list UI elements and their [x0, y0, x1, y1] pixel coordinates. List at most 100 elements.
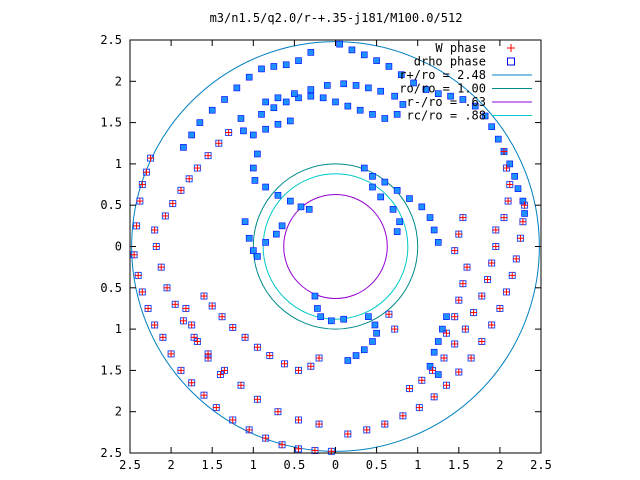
drho-point [422, 86, 430, 93]
w-point [451, 340, 459, 348]
drho-point [360, 346, 368, 354]
w-point [399, 412, 407, 420]
w-point [295, 416, 303, 424]
drho-point [278, 222, 286, 230]
drho-point [399, 101, 407, 108]
circle-2 [283, 193, 388, 300]
legend-item: ro/ro = 1.00 [399, 82, 532, 96]
w-point [455, 368, 463, 376]
drho-point [381, 178, 389, 186]
drho-point [328, 317, 335, 325]
w-point [451, 247, 459, 255]
drho-point [311, 292, 319, 300]
drho-point [481, 112, 489, 120]
drho-point [317, 313, 325, 321]
w-point [142, 168, 150, 176]
drho-point [447, 92, 454, 100]
drho-point [340, 315, 348, 323]
drho-point [240, 127, 247, 135]
w-point [496, 304, 504, 312]
drho-point [319, 94, 327, 102]
w-point [455, 296, 463, 304]
drho-point [233, 84, 241, 92]
w-point [216, 371, 224, 379]
drho-point [314, 305, 321, 312]
w-point [508, 271, 516, 279]
drho-point [439, 325, 446, 333]
x-tick-label: 1.5 [448, 458, 470, 472]
drho-point [381, 115, 389, 122]
drho-point [307, 49, 315, 56]
w-point [171, 300, 179, 308]
w-point [188, 379, 196, 387]
w-point [169, 200, 177, 208]
drho-point [254, 150, 261, 158]
w-point [363, 426, 371, 434]
drho-point [365, 84, 372, 92]
w-point [519, 218, 527, 226]
drho-point [369, 111, 376, 118]
drho-point [459, 96, 467, 103]
w-point [237, 381, 245, 389]
w-point [193, 337, 201, 345]
legend-item: drho phase [414, 55, 515, 69]
drho-point [282, 61, 290, 69]
drho-point [270, 63, 278, 70]
w-point [381, 420, 389, 428]
drho-point [250, 131, 257, 139]
drho-point [254, 253, 261, 260]
drho-point [305, 206, 313, 213]
drho-point [371, 321, 379, 329]
legend-label: r-/ro = .63 [407, 95, 486, 109]
drho-point [250, 247, 257, 254]
legend-item: W phase [435, 41, 515, 55]
w-point [488, 321, 496, 329]
circle-3 [262, 173, 409, 320]
w-point [455, 230, 463, 238]
w-point [492, 243, 500, 250]
drho-point [360, 164, 368, 172]
drho-point [377, 193, 385, 201]
w-point [204, 354, 212, 362]
w-point [266, 352, 274, 360]
drho-point [262, 239, 269, 246]
drho-point [430, 226, 438, 234]
drho-point [393, 187, 401, 194]
drho-point [434, 239, 442, 246]
drho-point [365, 313, 372, 321]
x-tick-label: 2.5 [530, 458, 552, 472]
w-point [229, 416, 237, 424]
drho-point [471, 102, 479, 110]
drho-point [397, 71, 405, 78]
drho-point [262, 125, 269, 133]
w-point [152, 243, 160, 250]
w-point [327, 447, 335, 455]
w-point [157, 263, 165, 271]
w-point [208, 302, 216, 310]
w-point [470, 309, 478, 317]
w-point [130, 251, 138, 259]
y-tick-label: 0.5 [100, 198, 122, 212]
drho-point [360, 51, 368, 59]
drho-point [514, 185, 522, 192]
drho-point [262, 98, 269, 106]
w-point [405, 385, 413, 393]
drho-point [250, 164, 257, 172]
w-point [182, 304, 190, 312]
x-tick-label: 1 [414, 458, 421, 472]
w-point [241, 333, 249, 341]
drho-point [237, 115, 245, 122]
w-point [502, 288, 510, 296]
w-point [177, 186, 185, 194]
drho-point [430, 348, 438, 356]
drho-point [245, 73, 253, 81]
drho-point [297, 203, 305, 211]
drho-point [348, 46, 356, 54]
w-point [253, 343, 261, 351]
w-point [204, 152, 212, 160]
w-point [430, 393, 438, 401]
drho-point [389, 206, 397, 213]
axes: 2.5 2 1.5 1 0.5 0 0.5 1 1.5 2 2.52.521.510.500.511… [100, 33, 552, 472]
plot-area [130, 40, 540, 455]
w-point [188, 321, 196, 329]
